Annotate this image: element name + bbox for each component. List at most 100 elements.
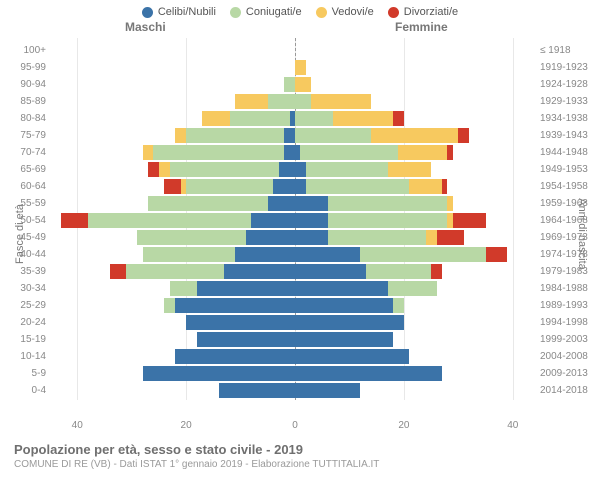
birth-tick: 1999-2003 [540,331,594,348]
birth-tick: 1959-1963 [540,195,594,212]
bar-segment [186,179,273,194]
table-row: 90-941924-1928 [50,76,540,93]
bar-segment [447,145,452,160]
bar-segment [110,264,126,279]
bar-segment [371,128,458,143]
table-row: 10-142004-2008 [50,348,540,365]
legend-item: Divorziati/e [388,6,458,18]
table-row: 5-92009-2013 [50,365,540,382]
age-tick: 80-84 [2,110,46,127]
bar-segment [431,264,442,279]
bar-segment [88,213,251,228]
chart-subtitle: COMUNE DI RE (VB) - Dati ISTAT 1° gennai… [14,459,586,470]
bar-segment [295,77,311,92]
bar-segment [170,281,197,296]
female-bar [295,366,442,381]
male-bar [143,366,295,381]
bar-segment [126,264,224,279]
bar-segment [235,94,268,109]
bar-segment [175,128,186,143]
age-tick: 100+ [2,42,46,59]
x-tick: 20 [181,420,192,431]
x-tick: 40 [72,420,83,431]
male-bar [175,128,295,143]
bar-segment [295,247,360,262]
bar-segment [388,281,437,296]
male-bar [175,349,295,364]
bar-segment [295,366,442,381]
male-bar [110,264,295,279]
bar-segment [143,247,236,262]
bar-segment [148,196,268,211]
plot-area: 100+≤ 191895-991919-192390-941924-192885… [50,38,540,418]
female-bar [295,281,437,296]
table-row: 100+≤ 1918 [50,42,540,59]
age-tick: 35-39 [2,263,46,280]
age-tick: 20-24 [2,314,46,331]
age-tick: 55-59 [2,195,46,212]
bar-segment [458,128,469,143]
bar-segment [295,196,328,211]
bar-segment [426,230,437,245]
birth-tick: 1954-1958 [540,178,594,195]
birth-tick: 1984-1988 [540,280,594,297]
bar-segment [295,264,366,279]
table-row: 95-991919-1923 [50,59,540,76]
female-bar [295,383,360,398]
bar-segment [159,162,170,177]
age-tick: 0-4 [2,382,46,399]
female-bar [295,298,404,313]
bar-segment [311,94,371,109]
legend-dot [388,7,399,18]
bar-segment [295,332,393,347]
x-tick: 40 [507,420,518,431]
bar-segment [170,162,279,177]
x-tick: 20 [398,420,409,431]
bar-segment [333,111,393,126]
legend-label: Celibi/Nubili [158,6,216,18]
bar-segment [328,213,448,228]
table-row: 25-291989-1993 [50,297,540,314]
female-bar [295,60,306,75]
age-tick: 10-14 [2,348,46,365]
bar-segment [295,60,306,75]
bar-segment [295,315,404,330]
male-bar [148,196,295,211]
legend-dot [230,7,241,18]
birth-tick: 1919-1923 [540,59,594,76]
column-headers: Maschi Femmine [0,20,600,38]
female-bar [295,230,464,245]
male-bar [219,383,295,398]
female-bar [295,179,447,194]
header-female: Femmine [395,20,448,34]
age-tick: 15-19 [2,331,46,348]
bar-segment [306,162,388,177]
bar-segment [164,179,180,194]
age-tick: 30-34 [2,280,46,297]
bar-segment [295,230,328,245]
bar-segment [393,298,404,313]
bar-segment [437,230,464,245]
legend-label: Divorziati/e [404,6,458,18]
male-bar [143,145,295,160]
male-bar [61,213,295,228]
bar-segment [273,179,295,194]
bar-segment [284,128,295,143]
birth-tick: ≤ 1918 [540,42,594,59]
bar-segment [398,145,447,160]
bar-segment [295,94,311,109]
table-row: 80-841934-1938 [50,110,540,127]
age-tick: 40-44 [2,246,46,263]
age-tick: 45-49 [2,229,46,246]
birth-tick: 1939-1943 [540,127,594,144]
bar-segment [393,111,404,126]
birth-tick: 2004-2008 [540,348,594,365]
legend-label: Vedovi/e [332,6,374,18]
x-axis: 402002040 [50,420,540,438]
age-tick: 70-74 [2,144,46,161]
female-bar [295,349,409,364]
chart-title: Popolazione per età, sesso e stato civil… [14,442,586,457]
bar-segment [164,298,175,313]
bar-segment [224,264,295,279]
bar-segment [186,128,284,143]
